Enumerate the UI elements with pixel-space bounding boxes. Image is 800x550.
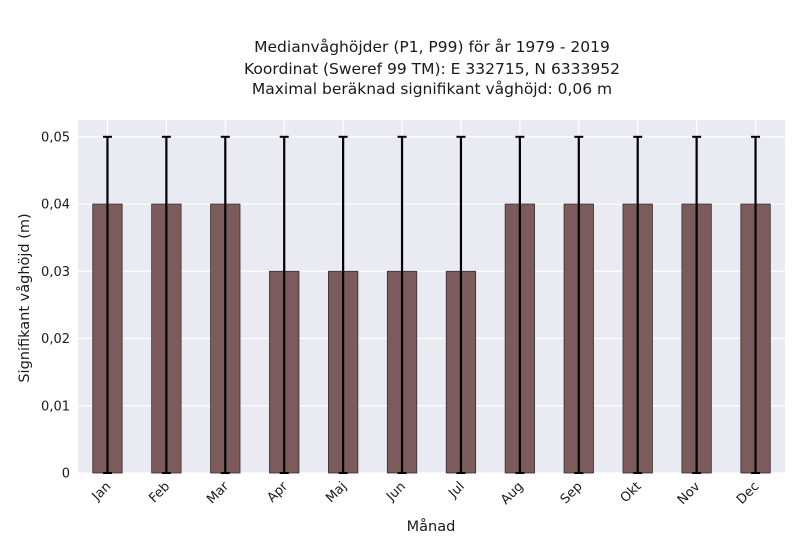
y-axis-ticks: 0 0,01 0,02 0,03 0,04 0,05: [41, 130, 70, 481]
x-tick-label: Mar: [204, 479, 232, 507]
plot-area: [78, 120, 785, 473]
y-axis-label: Signifikant våghöjd (m): [16, 213, 33, 382]
x-tick-label: Feb: [146, 479, 173, 506]
x-axis-ticks: Jan Feb Mar Apr Maj Jun Jul Aug Sep Okt Nov Dec: [89, 479, 763, 508]
x-tick-label: Jul: [445, 479, 467, 501]
chart-title-line-3: Maximal beräknad signifikant våghöjd: 0,…: [252, 80, 612, 98]
x-tick-label: Nov: [675, 479, 704, 508]
y-tick-label: 0,03: [41, 265, 70, 280]
error-bars: [102, 135, 761, 474]
y-tick-label: 0: [62, 467, 70, 482]
y-tick-label: 0,01: [41, 399, 70, 414]
x-tick-label: Jan: [89, 479, 114, 504]
y-tick-label: 0,04: [41, 198, 70, 213]
x-tick-label: Maj: [323, 479, 350, 506]
x-axis-label: Månad: [407, 518, 456, 535]
x-tick-label: Dec: [734, 479, 762, 507]
x-tick-label: Sep: [558, 479, 586, 507]
x-tick-label: Okt: [618, 479, 645, 506]
y-tick-label: 0,02: [41, 332, 70, 347]
x-tick-label: Aug: [498, 479, 527, 508]
y-tick-label: 0,05: [41, 130, 70, 145]
chart-title-line-1: Medianvåghöjder (P1, P99) för år 1979 - …: [254, 38, 610, 56]
x-tick-label: Apr: [265, 479, 292, 506]
x-tick-label: Jun: [383, 479, 409, 505]
chart-title-line-2: Koordinat (Sweref 99 TM): E 332715, N 63…: [244, 60, 620, 78]
